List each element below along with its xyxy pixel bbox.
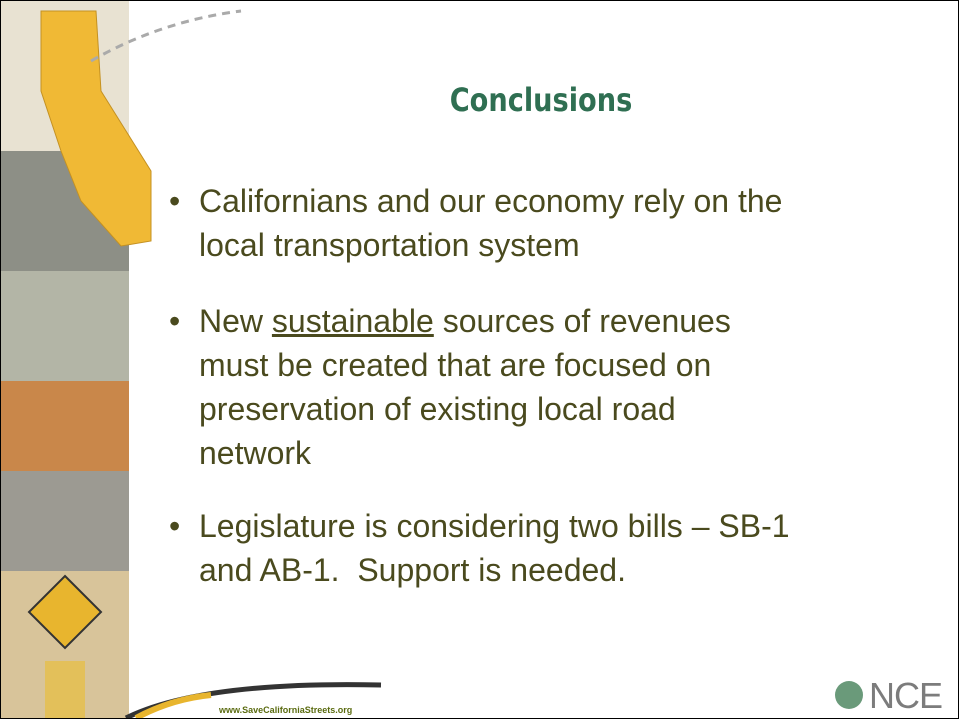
- logo-icon: [835, 681, 863, 709]
- slide: Conclusions • Californians and our econo…: [0, 0, 959, 719]
- bullet-dot: •: [169, 179, 180, 223]
- photo: [1, 381, 129, 471]
- bullet: • Legislature is considering two bills –…: [169, 504, 790, 592]
- underlined-text: sustainable: [272, 303, 434, 339]
- bullet-line: Legislature is considering two bills – S…: [169, 504, 790, 548]
- bullet-line: preservation of existing local road: [169, 387, 731, 431]
- bullet-line: Californians and our economy rely on the: [169, 179, 782, 223]
- text: sources of revenues: [434, 303, 731, 339]
- bullet-line: and AB-1. Support is needed.: [169, 548, 790, 592]
- slide-title: Conclusions: [193, 81, 890, 119]
- bullet-line: network: [169, 431, 731, 475]
- bullet-line: local transportation system: [169, 223, 782, 267]
- bullet-dot: •: [169, 299, 180, 343]
- bullet-dot: •: [169, 504, 180, 548]
- footer-url: www.SaveCaliforniaStreets.org: [219, 705, 352, 715]
- bullet-line: New sustainable sources of revenues: [169, 299, 731, 343]
- photo: [1, 271, 129, 381]
- text: New: [199, 303, 272, 339]
- bullet-line: must be created that are focused on: [169, 343, 731, 387]
- bullet: • Californians and our economy rely on t…: [169, 179, 782, 267]
- photo: [1, 471, 129, 571]
- bullet: • New sustainable sources of revenues mu…: [169, 299, 731, 475]
- logo-text: NCE: [869, 675, 942, 717]
- share-road-sign: [45, 661, 85, 718]
